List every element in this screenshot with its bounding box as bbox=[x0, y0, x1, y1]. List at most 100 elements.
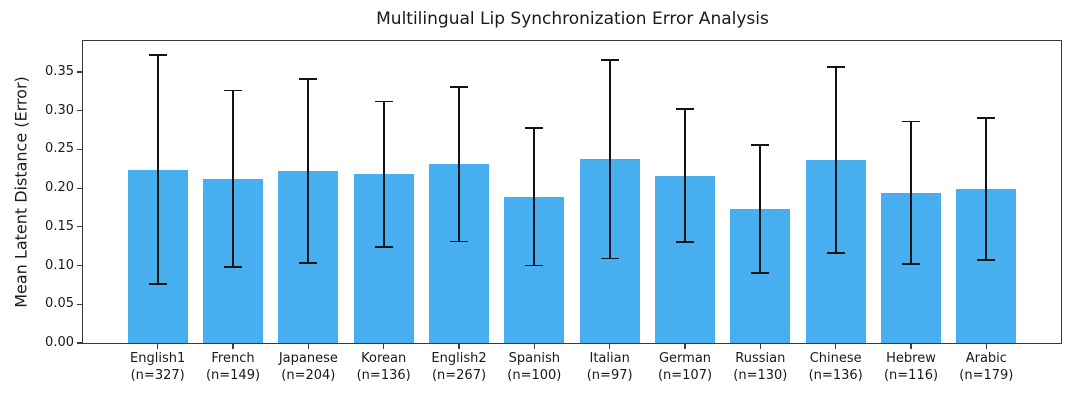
y-axis-label: Mean Latent Distance (Error) bbox=[11, 76, 31, 308]
x-tick-label: English2 (n=267) bbox=[413, 350, 505, 384]
error-bar-cap-bottom bbox=[977, 259, 996, 262]
y-tick-mark bbox=[77, 303, 82, 305]
error-bar-cap-top bbox=[676, 108, 694, 111]
x-tick-category: English1 bbox=[130, 351, 186, 366]
x-tick-category: French bbox=[211, 351, 255, 366]
x-tick-label: Korean (n=136) bbox=[338, 350, 430, 384]
x-tick-sample-size: (n=149) bbox=[205, 368, 261, 383]
y-tick-mark bbox=[77, 148, 82, 150]
x-tick-mark bbox=[533, 344, 535, 349]
error-bar-cap-top bbox=[525, 126, 544, 129]
error-bar-cap-top bbox=[751, 143, 770, 146]
x-tick-category: Hebrew bbox=[886, 351, 936, 366]
error-bar-cap-bottom bbox=[676, 241, 694, 244]
y-tick-mark bbox=[77, 226, 82, 228]
error-bar-line bbox=[458, 86, 460, 242]
y-tick-label: 0.05 bbox=[45, 296, 74, 312]
error-bar-cap-bottom bbox=[826, 252, 845, 255]
x-tick-sample-size: (n=327) bbox=[130, 368, 185, 383]
x-tick-category: Japanese bbox=[278, 351, 338, 366]
x-tick-category: Spanish bbox=[508, 351, 560, 366]
error-bar-cap-top bbox=[148, 54, 167, 56]
x-tick-label: Japanese (n=204) bbox=[262, 350, 354, 384]
y-tick-label: 0.00 bbox=[45, 335, 74, 350]
error-bar-cap-top bbox=[224, 89, 242, 92]
plot-area bbox=[82, 40, 1062, 344]
x-tick-category: Italian bbox=[589, 351, 630, 366]
x-tick-sample-size: (n=97) bbox=[586, 368, 633, 383]
y-tick-mark bbox=[77, 264, 82, 267]
error-bar-line bbox=[834, 67, 837, 254]
x-tick-sample-size: (n=136) bbox=[356, 368, 411, 383]
y-tick-label: 0.20 bbox=[45, 180, 74, 196]
y-tick-label: 0.15 bbox=[45, 218, 74, 234]
x-tick-mark bbox=[684, 344, 686, 349]
x-tick-mark bbox=[835, 344, 837, 349]
error-bar-cap-top bbox=[977, 116, 996, 119]
y-tick-label: 0.25 bbox=[45, 141, 74, 157]
x-tick-label: Italian (n=97) bbox=[564, 350, 656, 384]
error-bar-line bbox=[684, 109, 686, 243]
error-bar-cap-bottom bbox=[224, 266, 242, 268]
x-tick-sample-size: (n=267) bbox=[431, 368, 487, 383]
x-tick-category: German bbox=[658, 351, 712, 366]
chart-title: Multilingual Lip Synchronization Error A… bbox=[376, 9, 769, 29]
error-bar-line bbox=[985, 117, 988, 261]
x-tick-label: Russian (n=130) bbox=[714, 350, 806, 384]
x-tick-mark bbox=[458, 344, 460, 349]
error-bar-line bbox=[910, 121, 912, 264]
x-tick-mark bbox=[910, 344, 912, 349]
error-bar-line bbox=[759, 144, 762, 274]
x-tick-sample-size: (n=107) bbox=[657, 368, 713, 383]
x-tick-mark bbox=[609, 344, 611, 349]
x-tick-sample-size: (n=100) bbox=[507, 368, 562, 383]
y-tick-mark bbox=[77, 110, 82, 112]
error-bar-cap-top bbox=[450, 85, 468, 88]
x-tick-sample-size: (n=136) bbox=[808, 368, 863, 383]
x-tick-label: Arabic (n=179) bbox=[940, 350, 1032, 384]
error-bar-line bbox=[608, 60, 611, 259]
x-tick-category: Arabic bbox=[965, 351, 1007, 366]
x-tick-label: Hebrew (n=116) bbox=[865, 350, 957, 384]
x-tick-category: Chinese bbox=[809, 351, 862, 366]
y-tick-mark bbox=[77, 187, 82, 189]
error-bar-cap-bottom bbox=[374, 246, 393, 248]
y-tick-label: 0.35 bbox=[45, 63, 74, 79]
x-tick-label: Spanish (n=100) bbox=[488, 350, 580, 384]
error-bar-cap-top bbox=[826, 66, 845, 69]
x-tick-label: German (n=107) bbox=[639, 350, 731, 384]
x-tick-mark bbox=[759, 344, 761, 349]
y-tick-label: 0.10 bbox=[45, 257, 74, 273]
x-tick-mark bbox=[307, 344, 309, 349]
x-tick-mark bbox=[232, 344, 234, 349]
error-bar-cap-top bbox=[600, 59, 619, 62]
x-tick-sample-size: (n=204) bbox=[281, 368, 336, 383]
error-bar-line bbox=[156, 54, 159, 285]
error-bar-line bbox=[382, 101, 385, 247]
error-bar-line bbox=[307, 78, 310, 264]
x-tick-sample-size: (n=116) bbox=[883, 368, 939, 383]
error-bar-cap-top bbox=[902, 120, 920, 123]
x-tick-label: English1 (n=327) bbox=[112, 350, 204, 384]
error-bar-cap-bottom bbox=[299, 262, 318, 265]
x-tick-sample-size: (n=179) bbox=[959, 368, 1014, 383]
error-bar-cap-top bbox=[374, 100, 393, 103]
x-tick-label: French (n=149) bbox=[187, 350, 279, 384]
error-bar-cap-bottom bbox=[902, 263, 920, 265]
x-tick-sample-size: (n=130) bbox=[733, 368, 788, 383]
x-tick-category: Korean bbox=[361, 351, 407, 366]
error-bar-line bbox=[232, 90, 234, 268]
error-bar-cap-bottom bbox=[148, 283, 167, 286]
error-bar-cap-top bbox=[299, 78, 318, 80]
x-tick-mark bbox=[383, 344, 385, 349]
error-bar-cap-bottom bbox=[751, 272, 770, 275]
error-bar-cap-bottom bbox=[450, 240, 468, 243]
x-tick-mark bbox=[157, 344, 159, 349]
x-tick-label: Chinese (n=136) bbox=[790, 350, 882, 384]
error-bar-cap-bottom bbox=[600, 257, 619, 260]
error-bar-line bbox=[533, 127, 536, 266]
y-tick-mark bbox=[77, 342, 82, 344]
y-tick-label: 0.30 bbox=[45, 102, 74, 118]
y-tick-mark bbox=[77, 71, 82, 73]
